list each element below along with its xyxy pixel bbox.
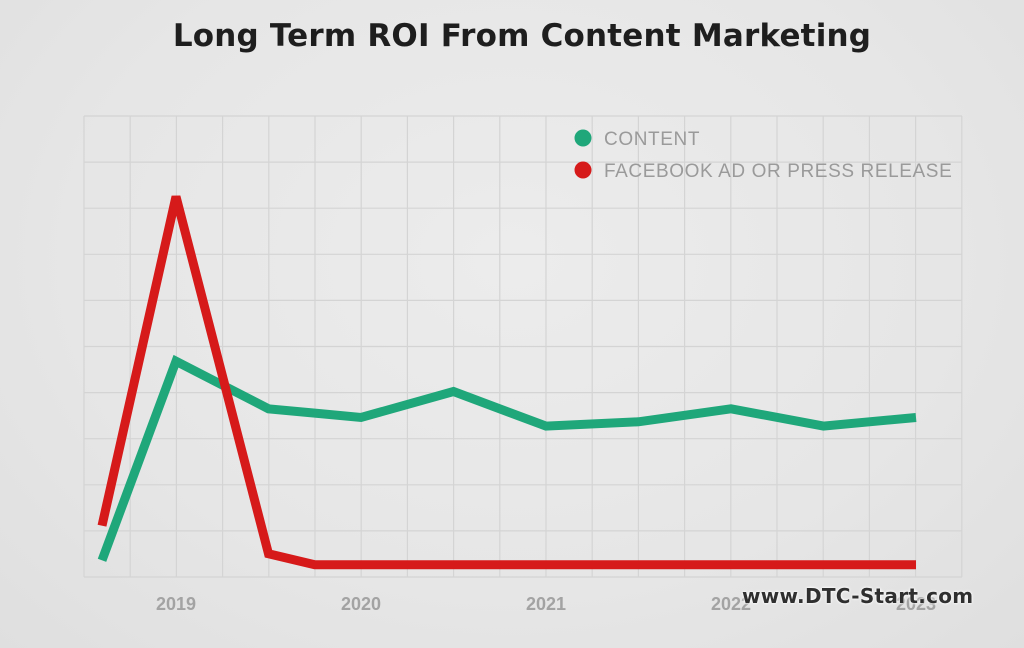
grid-lines — [83, 115, 963, 578]
x-tick-label: 2020 — [341, 594, 381, 614]
series-line — [97, 195, 916, 570]
legend-marker — [574, 161, 592, 179]
chart-title: Long Term ROI From Content Marketing — [172, 18, 872, 54]
series-line — [97, 354, 917, 562]
x-tick-label: 2021 — [526, 594, 566, 614]
legend: CONTENT FACEBOOK AD OR PRESS RELEASE — [574, 129, 952, 182]
x-tick-label: 2023 — [896, 594, 936, 614]
legend-label: CONTENT — [604, 129, 700, 150]
legend-label: FACEBOOK AD OR PRESS RELEASE — [604, 161, 952, 182]
watermark-text: www.DTC-Start.com — [742, 584, 974, 608]
x-tick-label: 2019 — [156, 594, 196, 614]
legend-marker — [574, 129, 592, 147]
x-axis-ticks: 2019 2020 2021 2022 2023 — [156, 594, 936, 614]
x-tick-label: 2022 — [711, 594, 751, 614]
series-lines — [97, 195, 917, 570]
